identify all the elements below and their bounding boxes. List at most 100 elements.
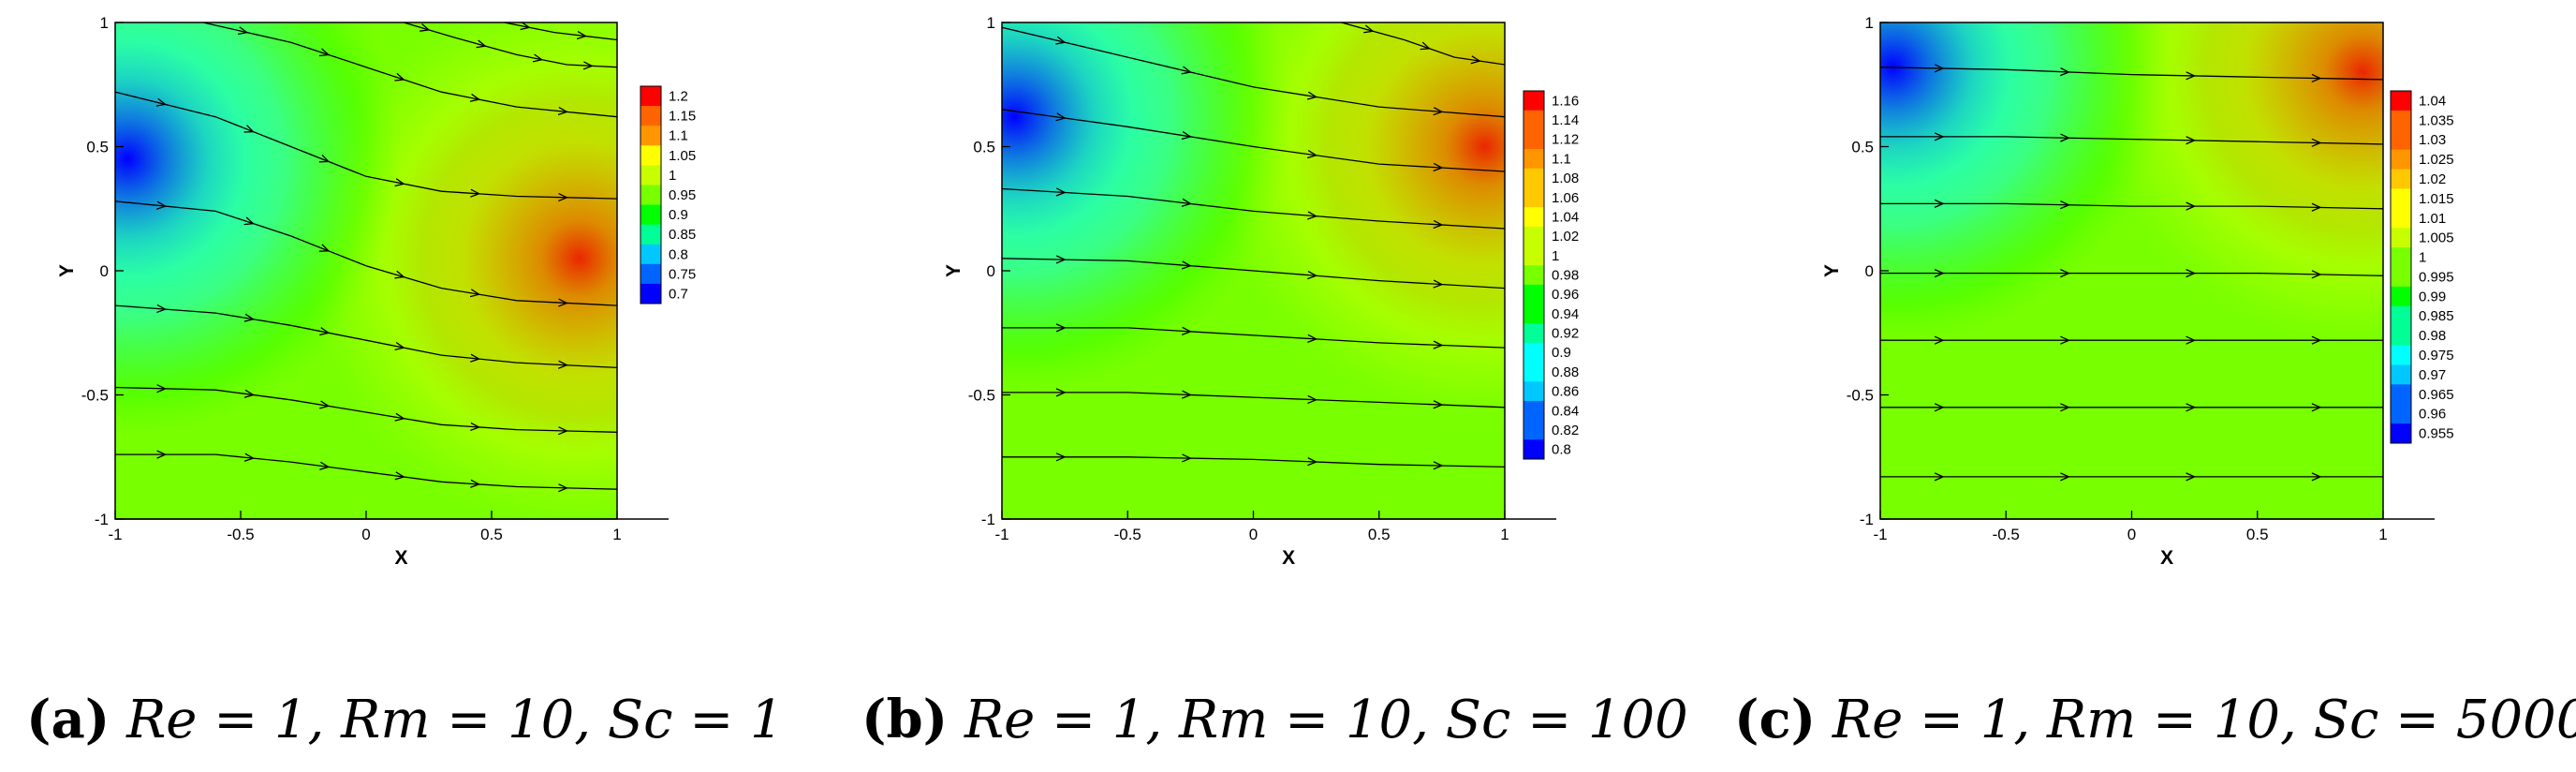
streamline-arrow [1307, 457, 1318, 467]
colorbar-label: 1 [2419, 250, 2426, 266]
streamline-arrow [2060, 269, 2071, 278]
colorbar-label: 0.88 [1552, 364, 1579, 380]
colorbar-swatch [640, 165, 661, 186]
streamline-arrow [1181, 260, 1192, 270]
colorbar-swatch [640, 86, 661, 107]
streamline [1880, 272, 2383, 276]
colorbar-label: 0.94 [1552, 306, 1579, 322]
colorbar-swatch [640, 204, 661, 226]
y-tick-label: -0.5 [968, 387, 995, 405]
streamline-arrow [557, 360, 568, 369]
streamline-arrow [2311, 270, 2322, 279]
colorbar-label: 1.16 [1552, 93, 1579, 109]
x-axis-label: X [395, 547, 408, 569]
streamline-arrow [1306, 150, 1318, 159]
streamline-arrow [1934, 335, 1945, 345]
colorbar-label: 0.965 [2419, 387, 2454, 403]
y-tick-label: -1 [95, 511, 109, 528]
colorbar-label: 1.015 [2419, 191, 2454, 207]
y-axis-label: Y [1821, 264, 1843, 277]
colorbar-swatch [640, 263, 661, 285]
streamline-arrow [318, 244, 331, 252]
colorbar-label: 0.85 [669, 227, 696, 243]
colorbar-label: 0.955 [2419, 426, 2454, 442]
colorbar-swatch [2391, 305, 2411, 327]
colorbar-label: 0.96 [2419, 407, 2446, 423]
colorbar-label: 1.15 [669, 109, 696, 125]
streamline-arrow [394, 270, 405, 279]
colorbar: 1.04 1.035 1.03 1.025 1.02 1.015 1.01 1.005 1 0.9… [2390, 90, 2454, 444]
caption-a-text: Re = 1, Rm = 10, Sc = 1 [126, 690, 784, 750]
streamline-arrow [2311, 73, 2322, 83]
colorbar-swatch [1524, 439, 1544, 460]
colorbar-swatch [1524, 265, 1544, 286]
streamline [404, 22, 617, 68]
streamline-arrow [1420, 41, 1431, 51]
colorbar-label: 1.02 [2419, 171, 2446, 187]
panel-2: -1 -0.5 0 0.5 1-1-0.500.51XY1.041.0351.031.0… [1821, 14, 2454, 569]
streamline [1002, 26, 1505, 118]
streamline-arrow [1055, 388, 1067, 397]
x-tick-label: 1 [1500, 526, 1509, 543]
colorbar-swatch [2391, 423, 2411, 444]
colorbar-label: 0.9 [669, 207, 688, 223]
streamline-arrow [469, 289, 481, 298]
streamline-arrow [155, 97, 168, 107]
colorbar-label: 0.95 [669, 187, 696, 203]
streamline-arrow [470, 422, 481, 432]
streamline-arrow [2186, 136, 2197, 145]
streamline-arrow [1055, 36, 1067, 45]
colorbar-swatch [1524, 362, 1544, 382]
streamline-arrow [243, 125, 255, 133]
colorbar-swatch [640, 106, 661, 126]
streamline-arrow [469, 93, 481, 102]
streamline [115, 304, 617, 369]
streamline-arrow [243, 313, 255, 322]
streamline-arrow [1055, 323, 1067, 333]
streamline-arrow [1307, 211, 1318, 220]
x-axis-label: X [1282, 547, 1295, 569]
colorbar-swatch [640, 126, 661, 146]
colorbar-swatch [640, 145, 661, 166]
streamline [1880, 67, 2383, 81]
colorbar-label: 0.97 [2419, 367, 2446, 383]
y-tick-label: 0.5 [1851, 139, 1874, 156]
colorbar-label: 0.995 [2419, 269, 2454, 285]
colorbar-label: 1.04 [2419, 93, 2446, 109]
streamline-arrow [1934, 132, 1945, 141]
streamline-arrow [243, 389, 255, 398]
colorbar-label: 0.9 [1552, 345, 1571, 361]
streamline [1002, 258, 1505, 290]
streamline-arrow [2060, 133, 2071, 142]
colorbar-swatch [1524, 129, 1544, 150]
colorbar-label: 1 [1552, 248, 1559, 264]
streamline-arrow [1182, 453, 1193, 463]
x-tick-label: -1 [108, 526, 122, 543]
colorbar-swatch [2391, 149, 2411, 171]
y-tick-label: 0 [1865, 262, 1874, 280]
x-tick-label: 0.5 [2246, 526, 2269, 543]
x-axis-label: X [2160, 547, 2173, 569]
colorbar: 1.2 1.15 1.1 1.05 1 0.95 0.9 0.85 0.8 0.75 0.7 [640, 85, 696, 304]
caption-a-label: (a) [26, 689, 110, 750]
streamline-arrow [243, 453, 255, 462]
streamline-arrow [2186, 403, 2197, 412]
contour-field [115, 22, 617, 519]
caption-c-text: Re = 1, Rm = 10, Sc = 5000 [1832, 690, 2576, 750]
colorbar-label: 1.005 [2419, 230, 2454, 246]
x-tick-label: 1 [2378, 526, 2387, 543]
colorbar-swatch [2391, 345, 2411, 365]
y-tick-label: 1 [1865, 14, 1874, 32]
streamline-arrow [1433, 162, 1444, 172]
colorbar-label: 1.06 [1552, 190, 1579, 206]
colorbar-swatch [640, 224, 661, 245]
colorbar-swatch [1524, 226, 1544, 246]
colorbar-label: 0.98 [1552, 268, 1579, 284]
colorbar-swatch [1524, 381, 1544, 402]
y-tick-label: -0.5 [81, 387, 109, 405]
colorbar-label: 1.035 [2419, 112, 2454, 128]
x-tick-label: -1 [1873, 526, 1887, 543]
colorbar-swatch [1524, 149, 1544, 170]
colorbar-swatch [1524, 168, 1544, 188]
y-tick-label: -0.5 [1847, 387, 1874, 405]
